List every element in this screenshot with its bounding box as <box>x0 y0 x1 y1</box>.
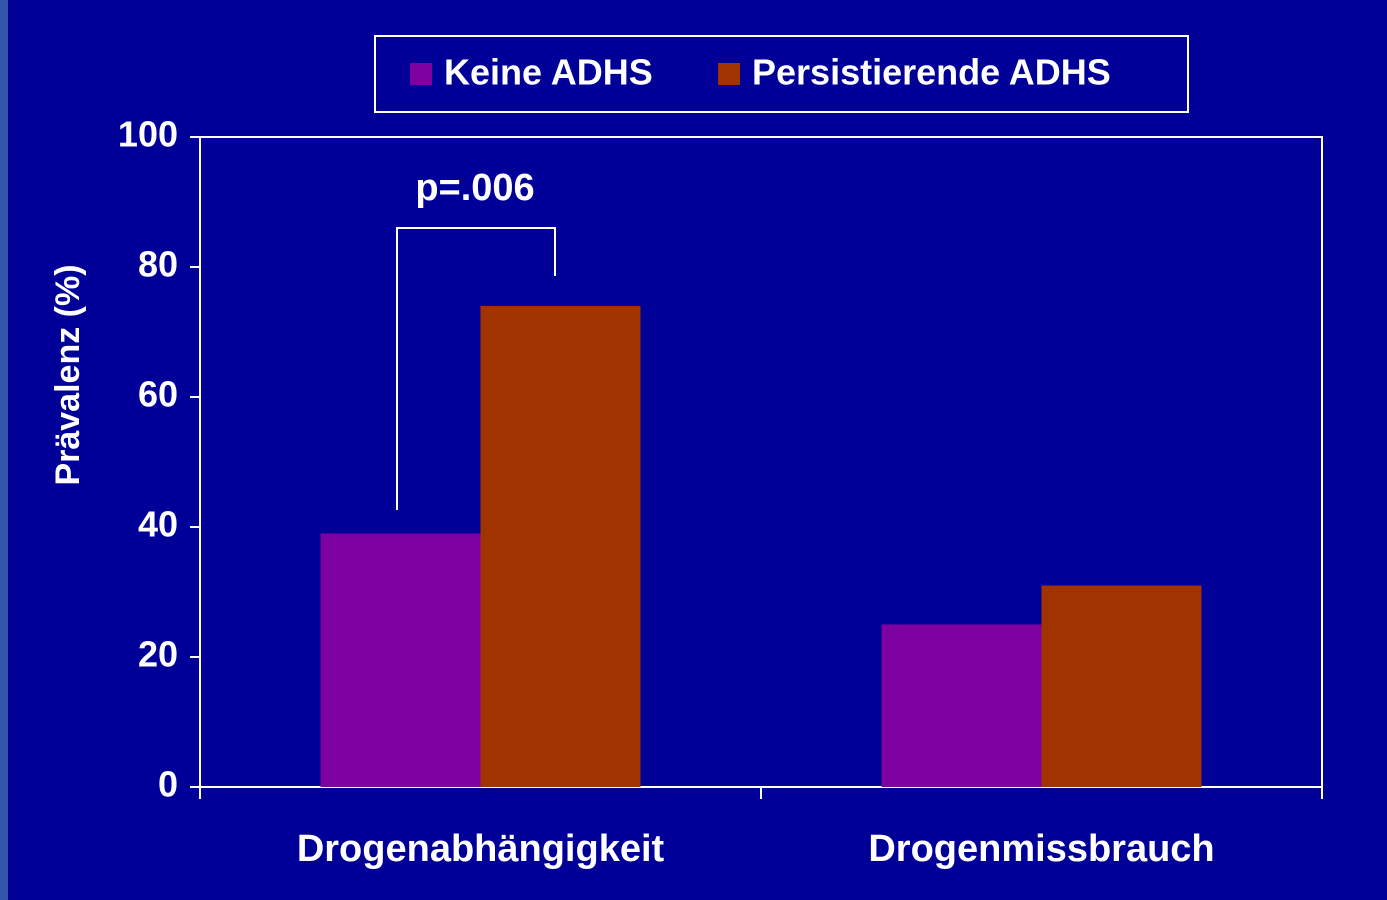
y-axis-label: Prävalenz (%) <box>49 264 87 485</box>
y-tick-label: 0 <box>158 764 178 805</box>
annotation: p=.006 <box>415 167 534 209</box>
significance-bracket <box>396 227 556 510</box>
legend-swatch <box>718 63 740 85</box>
legend-label: Persistierende ADHS <box>752 52 1111 93</box>
y-tick-label: 20 <box>138 634 178 675</box>
x-tick-label: Drogenabhängigkeit <box>297 828 665 870</box>
legend-box <box>374 35 1189 113</box>
x-tick-label: Drogenmissbrauch <box>868 828 1214 870</box>
bar <box>320 533 481 787</box>
y-tick-label: 100 <box>118 114 178 155</box>
edge <box>0 0 8 900</box>
bar <box>480 306 641 787</box>
legend-swatch <box>410 63 432 85</box>
legend-label: Keine ADHS <box>444 52 653 93</box>
y-tick-label: 80 <box>138 244 178 285</box>
y-tick-label: 60 <box>138 374 178 415</box>
bar <box>881 624 1042 787</box>
bar <box>1041 585 1202 787</box>
y-tick-label: 40 <box>138 504 178 545</box>
